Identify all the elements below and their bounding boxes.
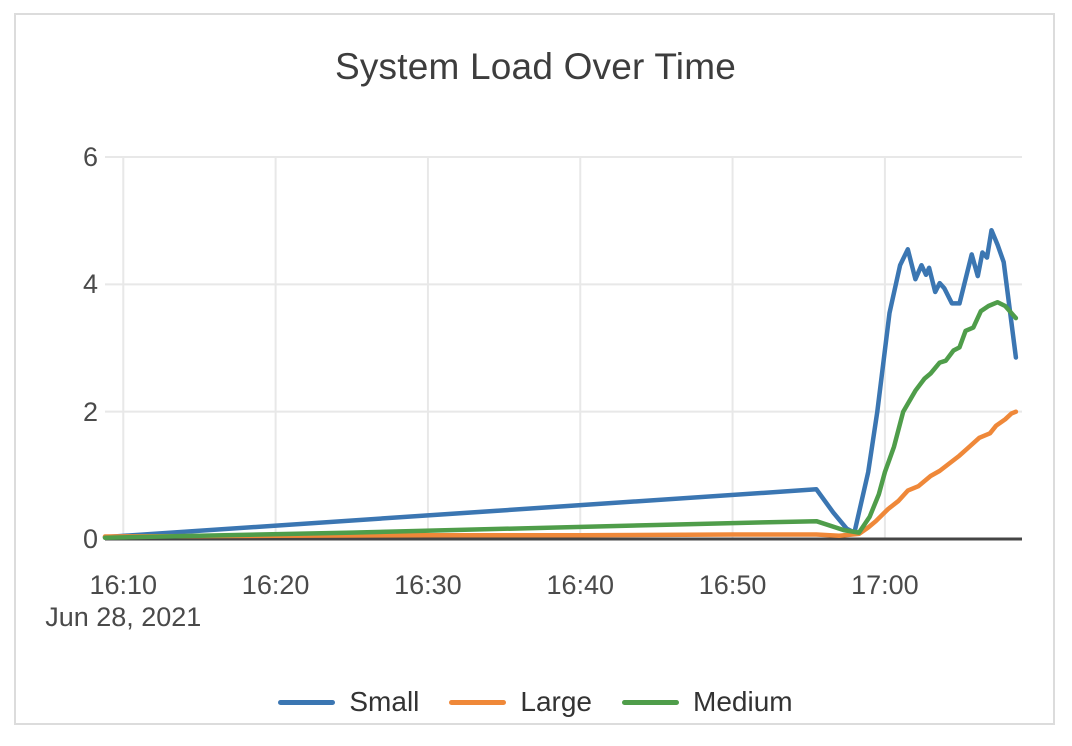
legend-label: Small — [349, 686, 420, 717]
x-axis-tick-label: 16:30 — [394, 570, 462, 600]
large-series-line-icon — [449, 699, 507, 705]
series-line-small[interactable] — [102, 227, 1019, 540]
chart-legend: Small Large Medium — [15, 686, 1056, 718]
x-axis-tick-label: 16:10 — [89, 570, 158, 600]
y-axis-tick-label: 0 — [82, 524, 98, 554]
y-axis-tick-label: 4 — [82, 269, 98, 300]
medium-series-line-icon — [622, 699, 680, 705]
x-axis-tick-label: 16:50 — [698, 570, 767, 600]
legend-item-small[interactable]: Small — [278, 686, 419, 718]
y-axis-tick-label: 2 — [82, 396, 98, 427]
series-line-large[interactable] — [102, 409, 1019, 539]
x-axis-tick-label: 16:20 — [241, 570, 310, 600]
x-axis-tick-label: 16:40 — [546, 570, 615, 600]
small-series-line-icon — [278, 699, 336, 705]
x-axis-date-label: Jun 28, 2021 — [45, 602, 202, 632]
legend-label: Medium — [693, 686, 793, 717]
x-axis-tick-label: 17:00 — [851, 570, 919, 600]
series-line-medium[interactable] — [102, 299, 1019, 540]
legend-item-large[interactable]: Large — [449, 686, 592, 718]
legend-item-medium[interactable]: Medium — [622, 686, 793, 718]
legend-label: Large — [520, 686, 593, 717]
chart-title: System Load Over Time — [334, 46, 737, 87]
y-axis-tick-label: 6 — [82, 142, 98, 172]
